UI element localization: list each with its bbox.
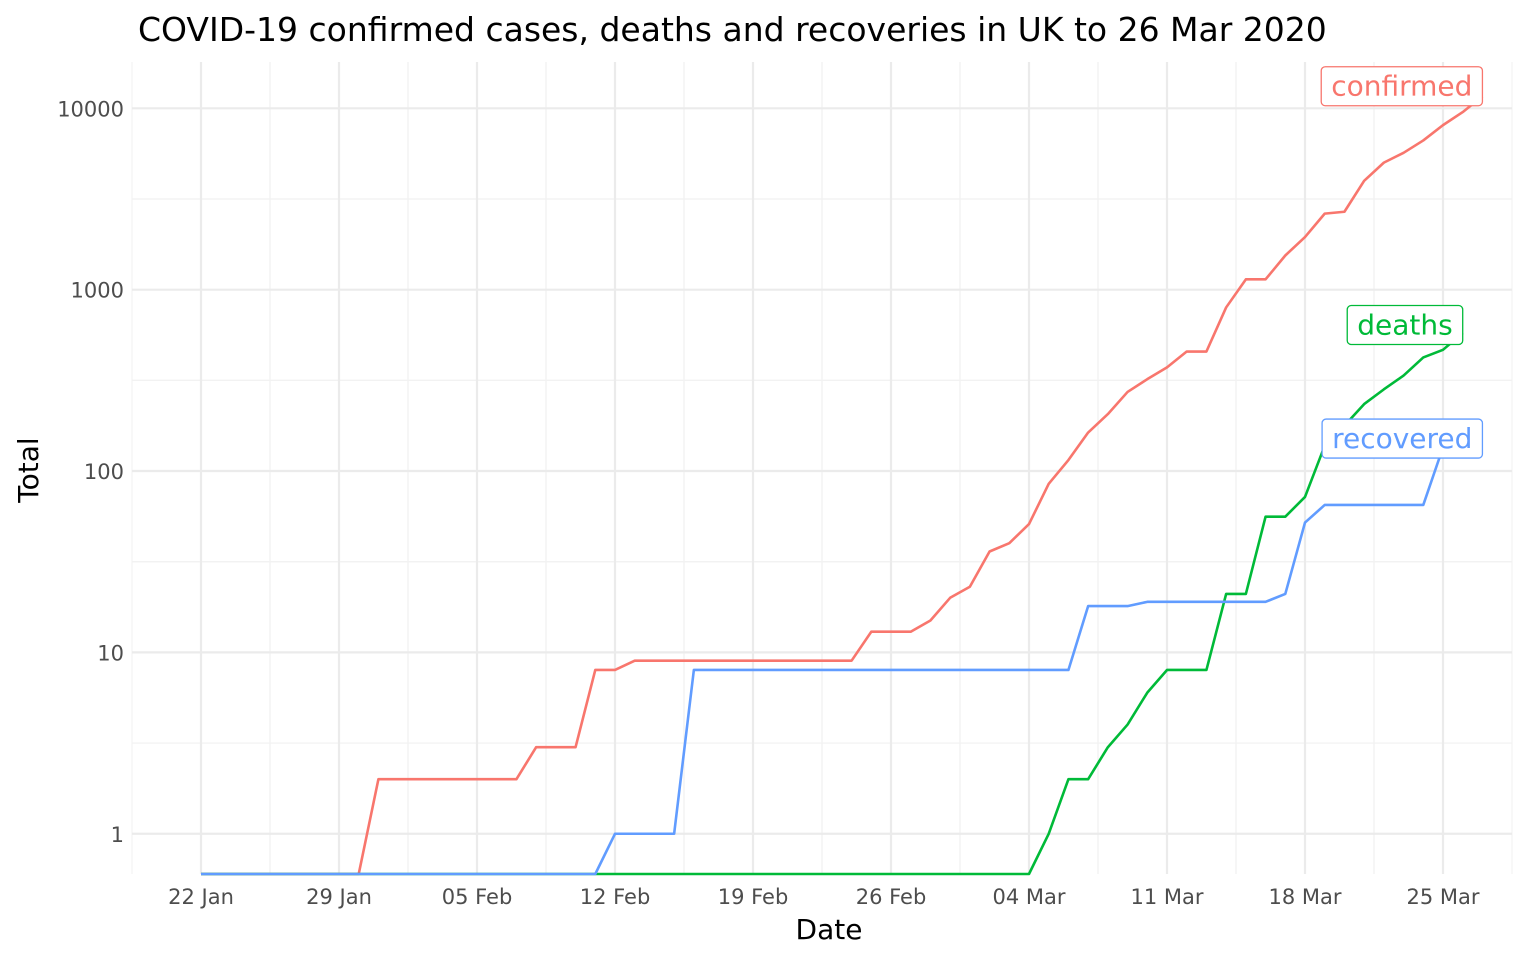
x-tick-label: 12 Feb	[580, 885, 651, 909]
x-tick-label: 04 Mar	[992, 885, 1065, 909]
x-axis-title: Date	[796, 913, 863, 946]
x-tick-label: 29 Jan	[306, 885, 372, 909]
series-label-text: confirmed	[1331, 70, 1472, 103]
x-tick-label: 19 Feb	[718, 885, 789, 909]
chart-title: COVID-19 confirmed cases, deaths and rec…	[138, 10, 1327, 49]
x-tick-label: 05 Feb	[442, 885, 513, 909]
axis-ticks: 22 Jan 29 Jan 05 Feb 12 Feb 19 Feb 26 Feb 04 M…	[57, 97, 1480, 909]
y-axis-title: Total	[12, 437, 45, 503]
y-tick-label: 1	[111, 823, 124, 847]
series-line-recovered	[201, 437, 1483, 876]
series-label-text: deaths	[1357, 308, 1452, 341]
x-tick-label: 18 Mar	[1268, 885, 1341, 909]
series-label-recovered: recovered	[1321, 418, 1484, 459]
series-lines	[201, 95, 1484, 876]
series-label-deaths: deaths	[1346, 304, 1464, 346]
series-labels: confirmed deaths recovered	[1320, 66, 1484, 459]
series-label-text: recovered	[1332, 422, 1472, 455]
series-label-box	[1320, 66, 1484, 107]
y-tick-label: 1000	[71, 279, 124, 303]
y-tick-label: 10	[97, 641, 124, 665]
series-label-box	[1321, 418, 1484, 459]
x-tick-label: 26 Feb	[856, 885, 927, 909]
x-tick-label: 25 Mar	[1406, 885, 1479, 909]
x-tick-label: 22 Jan	[168, 885, 234, 909]
major-gridlines	[132, 62, 1512, 874]
series-label-confirmed: confirmed	[1320, 66, 1484, 107]
series-line-confirmed	[201, 95, 1484, 876]
y-tick-label: 100	[84, 460, 124, 484]
series-label-box	[1346, 304, 1464, 346]
x-tick-label: 11 Mar	[1130, 885, 1203, 909]
y-tick-label: 10000	[57, 97, 124, 121]
minor-gridlines	[131, 62, 1513, 874]
